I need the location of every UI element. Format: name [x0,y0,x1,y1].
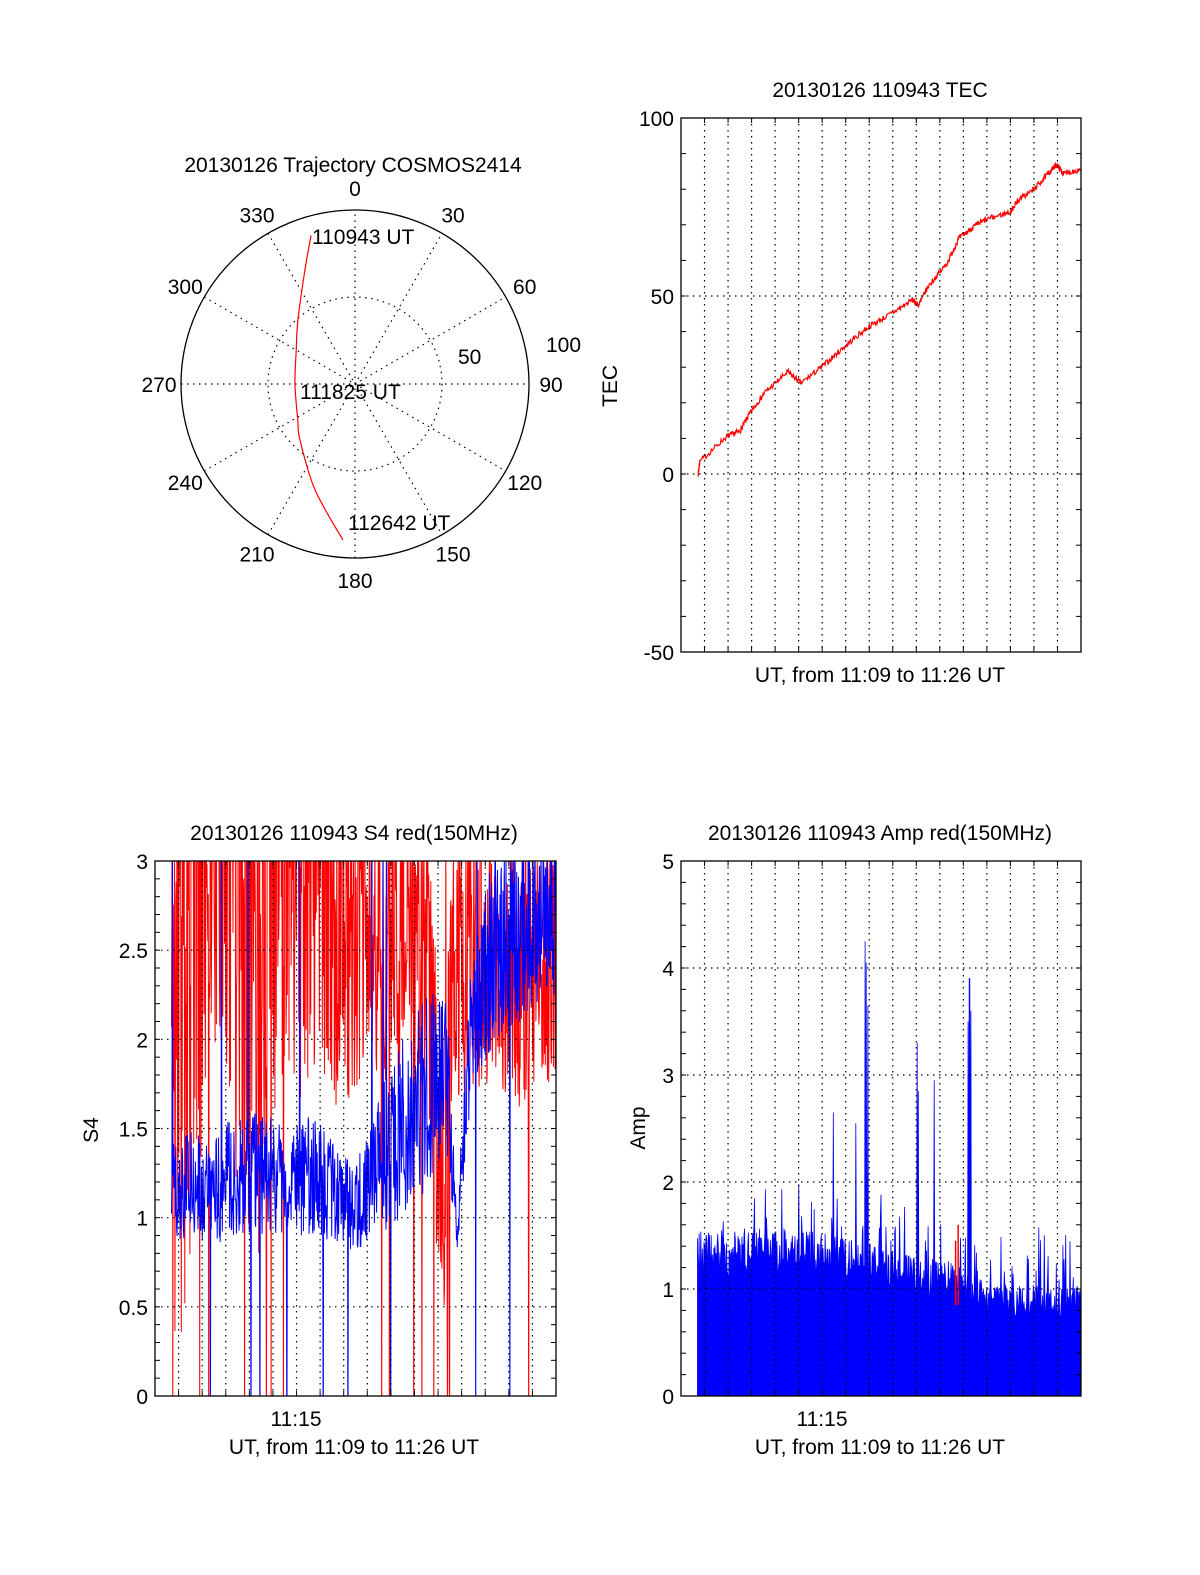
s4-series-blue [171,861,556,1396]
amp-ytick-label: 0 [662,1386,674,1409]
tec-frame [680,117,1082,653]
amp-xlabel: UT, from 11:09 to 11:26 UT [755,1436,1005,1459]
trajectory-line [294,235,344,541]
polar-title: 20130126 Trajectory COSMOS2414 [184,154,522,177]
s4-ytick-label: 3 [136,851,148,874]
azimuth-label-240: 240 [168,472,203,495]
polar-inner-circle-50 [267,296,443,472]
amp-plot: 20130126 110943 Amp red(150MHz) 11:15 UT… [627,822,1082,1459]
azimuth-label-300: 300 [168,276,203,299]
trajectory-end-label: 112642 UT [348,512,451,535]
azimuth-label-180: 180 [337,570,372,593]
amp-series-blue [697,941,1081,1396]
s4-ytick-label: 0 [136,1386,148,1409]
amp-ytick-label: 4 [662,958,674,981]
tec-xlabel: UT, from 11:09 to 11:26 UT [755,664,1005,687]
azimuth-label-30: 30 [441,204,464,227]
azimuth-label-90: 90 [539,374,562,397]
tec-ytick-label: 100 [639,108,674,131]
azimuth-label-150: 150 [435,544,470,567]
amp-ytick-label: 1 [662,1279,674,1302]
s4-ytick-label: 1 [136,1208,148,1231]
tec-ytick-label: -50 [644,642,674,665]
trajectory-start-label: 110943 UT [312,226,415,249]
radial-label-100: 100 [546,334,581,357]
s4-ytick-label: 1.5 [119,1119,148,1142]
amp-ytick-label: 3 [662,1065,674,1088]
polar-spoke-150 [267,233,443,535]
tec-series-line [697,161,1081,477]
s4-ytick-label: 2 [136,1029,148,1052]
amp-ylabel: Amp [627,1106,650,1149]
polar-azimuth-labels: 0 30 60 90 120 150 180 210 240 270 300 330 [141,178,562,593]
s4-xlabel: UT, from 11:09 to 11:26 UT [229,1436,479,1459]
polar-grid [180,209,530,559]
azimuth-label-60: 60 [513,276,536,299]
amp-ytick-label: 2 [662,1172,674,1195]
s4-title: 20130126 110943 S4 red(150MHz) [190,822,518,845]
tec-plot-area [697,161,1081,477]
amp-plot-area [697,941,1081,1396]
amp-ytick-label: 5 [662,851,674,874]
tec-ylabel: TEC [599,365,622,407]
amp-frame [680,860,1082,1397]
s4-ytick-label: 0.5 [119,1297,148,1320]
tec-title: 20130126 110943 TEC [772,79,987,102]
s4-ytick-label: 2.5 [119,940,148,963]
amp-xtick-label: 11:15 [797,1408,848,1431]
s4-frame [154,860,557,1397]
azimuth-label-210: 210 [239,544,274,567]
azimuth-label-270: 270 [141,374,176,397]
azimuth-label-0: 0 [349,178,361,201]
azimuth-label-120: 120 [507,472,542,495]
s4-plot: 20130126 110943 S4 red(150MHz) 11:15 UT,… [80,822,557,1459]
polar-trajectory-plot: 20130126 Trajectory COSMOS2414 0 30 60 90 12… [141,154,581,593]
azimuth-label-330: 330 [239,204,274,227]
trajectory-mid-label: 111825 UT [300,381,401,404]
amp-title: 20130126 110943 Amp red(150MHz) [708,822,1052,845]
s4-plot-area [171,861,556,1396]
tec-ytick-label: 50 [651,286,674,309]
s4-ylabel: S4 [80,1117,103,1143]
radial-label-50: 50 [458,346,481,369]
tec-plot: 20130126 110943 TEC UT, from 11:09 to 11… [599,79,1082,687]
tec-ytick-label: 0 [662,464,674,487]
s4-xtick-label: 11:15 [271,1408,322,1431]
